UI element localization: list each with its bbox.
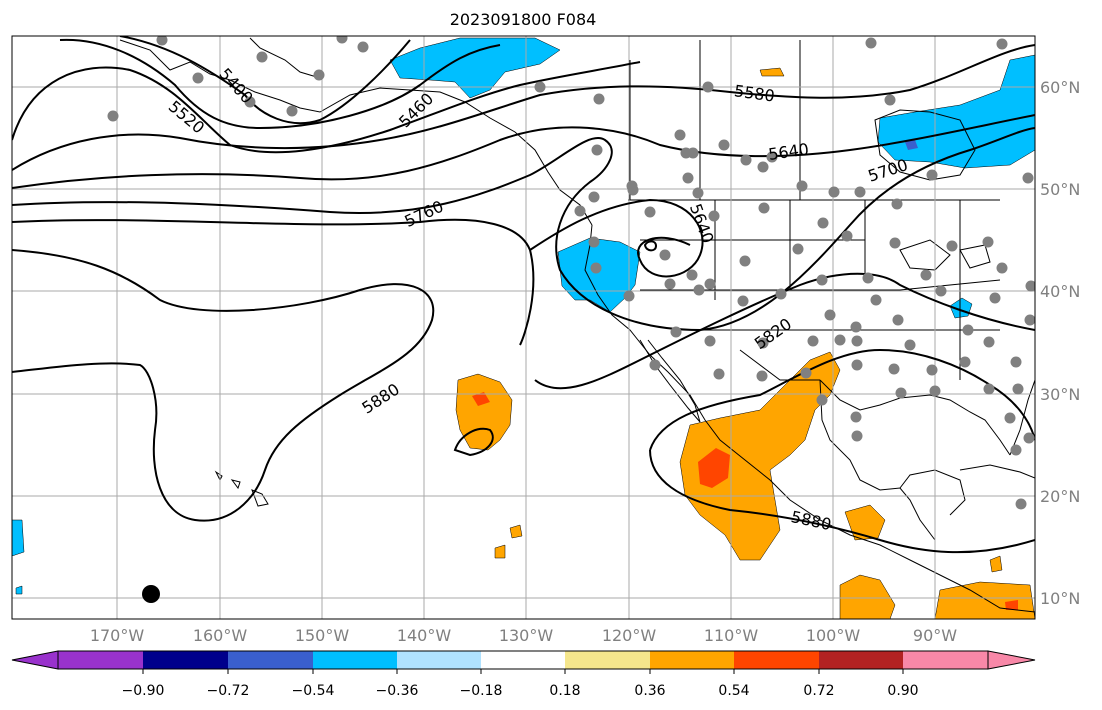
colorbar-bin — [565, 651, 650, 669]
colorbar-extend-high — [987, 650, 1036, 670]
black-marker — [142, 585, 160, 603]
colorbar-bin — [397, 651, 481, 669]
contour-5700 — [12, 127, 1035, 332]
orange-region-small-2 — [494, 544, 506, 559]
colorbar-bin — [650, 651, 734, 669]
colorbar-tick: 0.54 — [718, 683, 749, 699]
height-contours — [12, 36, 1035, 554]
colorbar: −0.90 −0.72 −0.54 −0.36 −0.18 0.18 0.36 … — [11, 650, 1036, 699]
contour-5580 — [12, 44, 1035, 171]
contour-5820 — [12, 249, 435, 522]
orange-region-small-1 — [509, 524, 523, 539]
blue-region-alaska-gulf — [389, 37, 561, 99]
colorbar-bin — [819, 651, 903, 669]
colorbar-tick: 0.90 — [887, 683, 918, 699]
orange-region-small-4 — [759, 67, 785, 77]
darkblue-spot-hudson — [905, 140, 918, 150]
lon-label: 110°W — [704, 626, 759, 645]
colorbar-tick: −0.90 — [122, 683, 165, 699]
contour-5460 — [59, 38, 501, 130]
contour-small-loop — [453, 427, 494, 457]
map-title: 2023091800 F084 — [449, 10, 597, 29]
lat-label: 60°N — [1040, 78, 1080, 97]
lat-label: 20°N — [1040, 487, 1080, 506]
colorbar-bin — [734, 651, 819, 669]
contour-5820-east — [534, 272, 1035, 390]
colorbar-bin — [481, 651, 565, 669]
colorbar-tick: 0.72 — [803, 683, 834, 699]
orange-region-south-1 — [839, 574, 896, 619]
contour-5520 — [12, 61, 641, 154]
blue-region-small-island — [15, 585, 23, 595]
orange-region-subtropical-pacific — [455, 373, 513, 451]
lat-label: 10°N — [1040, 589, 1080, 608]
lon-label: 170°W — [90, 626, 145, 645]
lat-label: 30°N — [1040, 385, 1080, 404]
colorbar-tick: 0.36 — [634, 683, 665, 699]
colorbar-tick: −0.54 — [292, 683, 335, 699]
lon-label: 90°W — [913, 626, 957, 645]
map-frame — [11, 35, 1036, 620]
contour-5880-south — [649, 449, 1035, 554]
colorbar-tick: −0.18 — [460, 683, 503, 699]
contour-small-ring — [643, 240, 658, 252]
lon-label: 100°W — [806, 626, 861, 645]
lon-label: 160°W — [193, 626, 248, 645]
orange-region-small-3 — [989, 555, 1003, 573]
station-dots — [107, 36, 1035, 510]
lat-label: 50°N — [1040, 180, 1080, 199]
latitude-labels: 60°N 50°N 40°N 30°N 20°N 10°N — [1040, 78, 1080, 608]
lon-label: 140°W — [397, 626, 452, 645]
contour-5640 — [12, 114, 1035, 189]
colorbar-tick: 0.18 — [549, 683, 580, 699]
lon-label: 120°W — [602, 626, 657, 645]
longitude-labels: 170°W 160°W 150°W 140°W 130°W 120°W 110°… — [90, 626, 957, 645]
colorbar-bin — [228, 651, 313, 669]
colorbar-bin — [903, 651, 988, 669]
colorbar-bin — [58, 651, 143, 669]
contour-5760 — [12, 198, 704, 346]
colorbar-bin — [143, 651, 228, 669]
strong-positive-regions — [472, 392, 1018, 610]
lon-label: 150°W — [295, 626, 350, 645]
contour-5880-east — [649, 348, 1035, 451]
lat-label: 40°N — [1040, 282, 1080, 301]
lon-label: 130°W — [499, 626, 554, 645]
colorbar-extend-low — [11, 650, 59, 670]
coastlines — [119, 37, 1035, 613]
colorbar-bin — [313, 651, 397, 669]
colorbar-tick: −0.72 — [207, 683, 250, 699]
blue-region-west-edge — [12, 519, 25, 557]
orange-region-central-america — [844, 504, 886, 541]
contour-5400 — [119, 36, 411, 125]
colorbar-tick: −0.36 — [376, 683, 419, 699]
